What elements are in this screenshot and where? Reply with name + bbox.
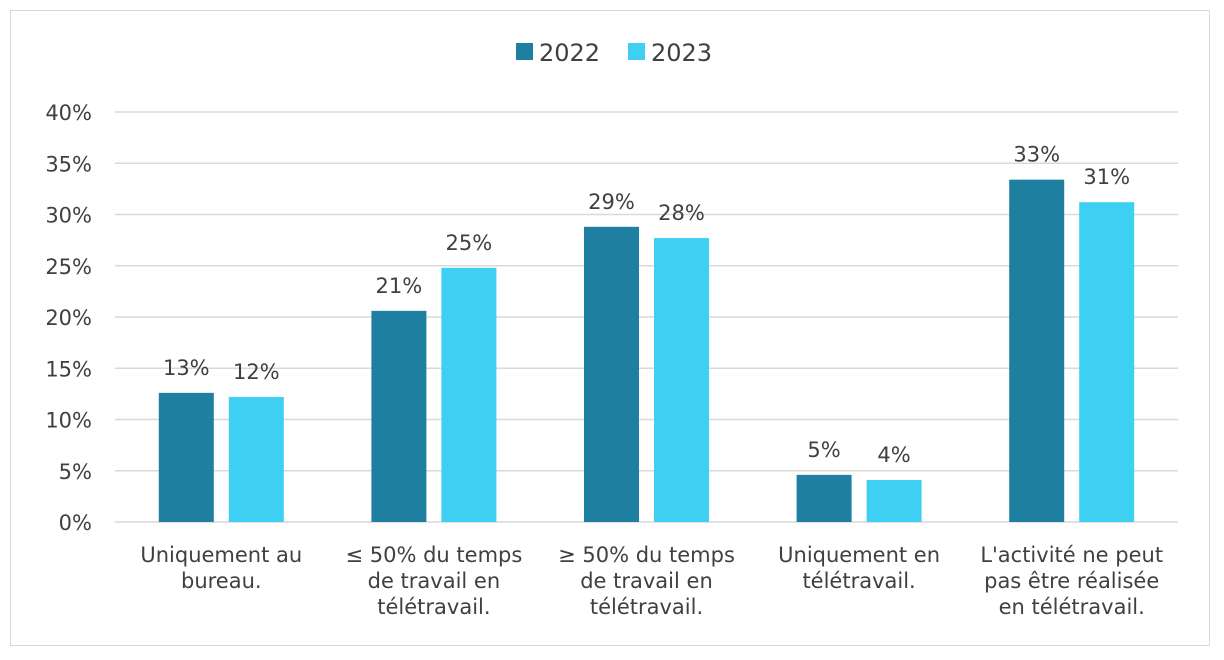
- bar-2022: [371, 310, 427, 522]
- x-tick-label: pas être réalisée: [984, 569, 1159, 593]
- x-tick-label: ≥ 50% du temps: [558, 543, 735, 567]
- data-label: 4%: [877, 443, 910, 467]
- data-label: 25%: [446, 231, 493, 255]
- data-label: 13%: [163, 356, 210, 380]
- data-label: 31%: [1083, 165, 1130, 189]
- legend-label: 2022: [539, 39, 600, 67]
- legend-swatch-2023: [628, 43, 645, 60]
- bar-2022: [158, 392, 214, 522]
- x-tick-label: de travail en: [368, 569, 501, 593]
- data-label: 12%: [233, 360, 280, 384]
- data-label: 21%: [376, 274, 423, 298]
- data-label: 28%: [658, 201, 705, 225]
- bar-2023: [228, 396, 284, 522]
- x-tick-label: Uniquement au: [140, 543, 302, 567]
- x-tick-label: L'activité ne peut: [980, 543, 1163, 567]
- bar-2023: [654, 238, 709, 522]
- y-tick-label: 0%: [59, 511, 92, 535]
- x-tick-label: bureau.: [181, 569, 262, 593]
- y-tick-label: 40%: [45, 101, 92, 125]
- y-tick-label: 10%: [45, 409, 92, 433]
- data-label: 5%: [807, 438, 840, 462]
- bar-2022: [584, 226, 639, 523]
- chart-frame: [10, 10, 1210, 646]
- y-tick-label: 35%: [45, 152, 92, 176]
- bar-2022: [1009, 179, 1065, 522]
- legend-label: 2023: [651, 39, 712, 67]
- y-tick-label: 25%: [45, 255, 92, 279]
- bar-2022: [796, 474, 852, 522]
- x-tick-label: en télétravail.: [999, 595, 1145, 619]
- bar-2023: [441, 267, 497, 522]
- legend-swatch-2022: [516, 43, 533, 60]
- x-tick-label: Uniquement en: [778, 543, 940, 567]
- x-tick-label: télétravail.: [590, 595, 703, 619]
- y-tick-label: 20%: [45, 306, 92, 330]
- bar-2023: [1079, 202, 1135, 522]
- y-tick-label: 15%: [45, 357, 92, 381]
- bar-2023: [866, 479, 922, 522]
- x-tick-label: télétravail.: [377, 595, 490, 619]
- x-tick-label: ≤ 50% du temps: [345, 543, 522, 567]
- data-label: 29%: [588, 190, 635, 214]
- x-tick-label: de travail en: [580, 569, 713, 593]
- y-tick-label: 5%: [59, 460, 92, 484]
- x-tick-label: télétravail.: [802, 569, 915, 593]
- y-tick-label: 30%: [45, 204, 92, 228]
- data-label: 33%: [1013, 143, 1060, 167]
